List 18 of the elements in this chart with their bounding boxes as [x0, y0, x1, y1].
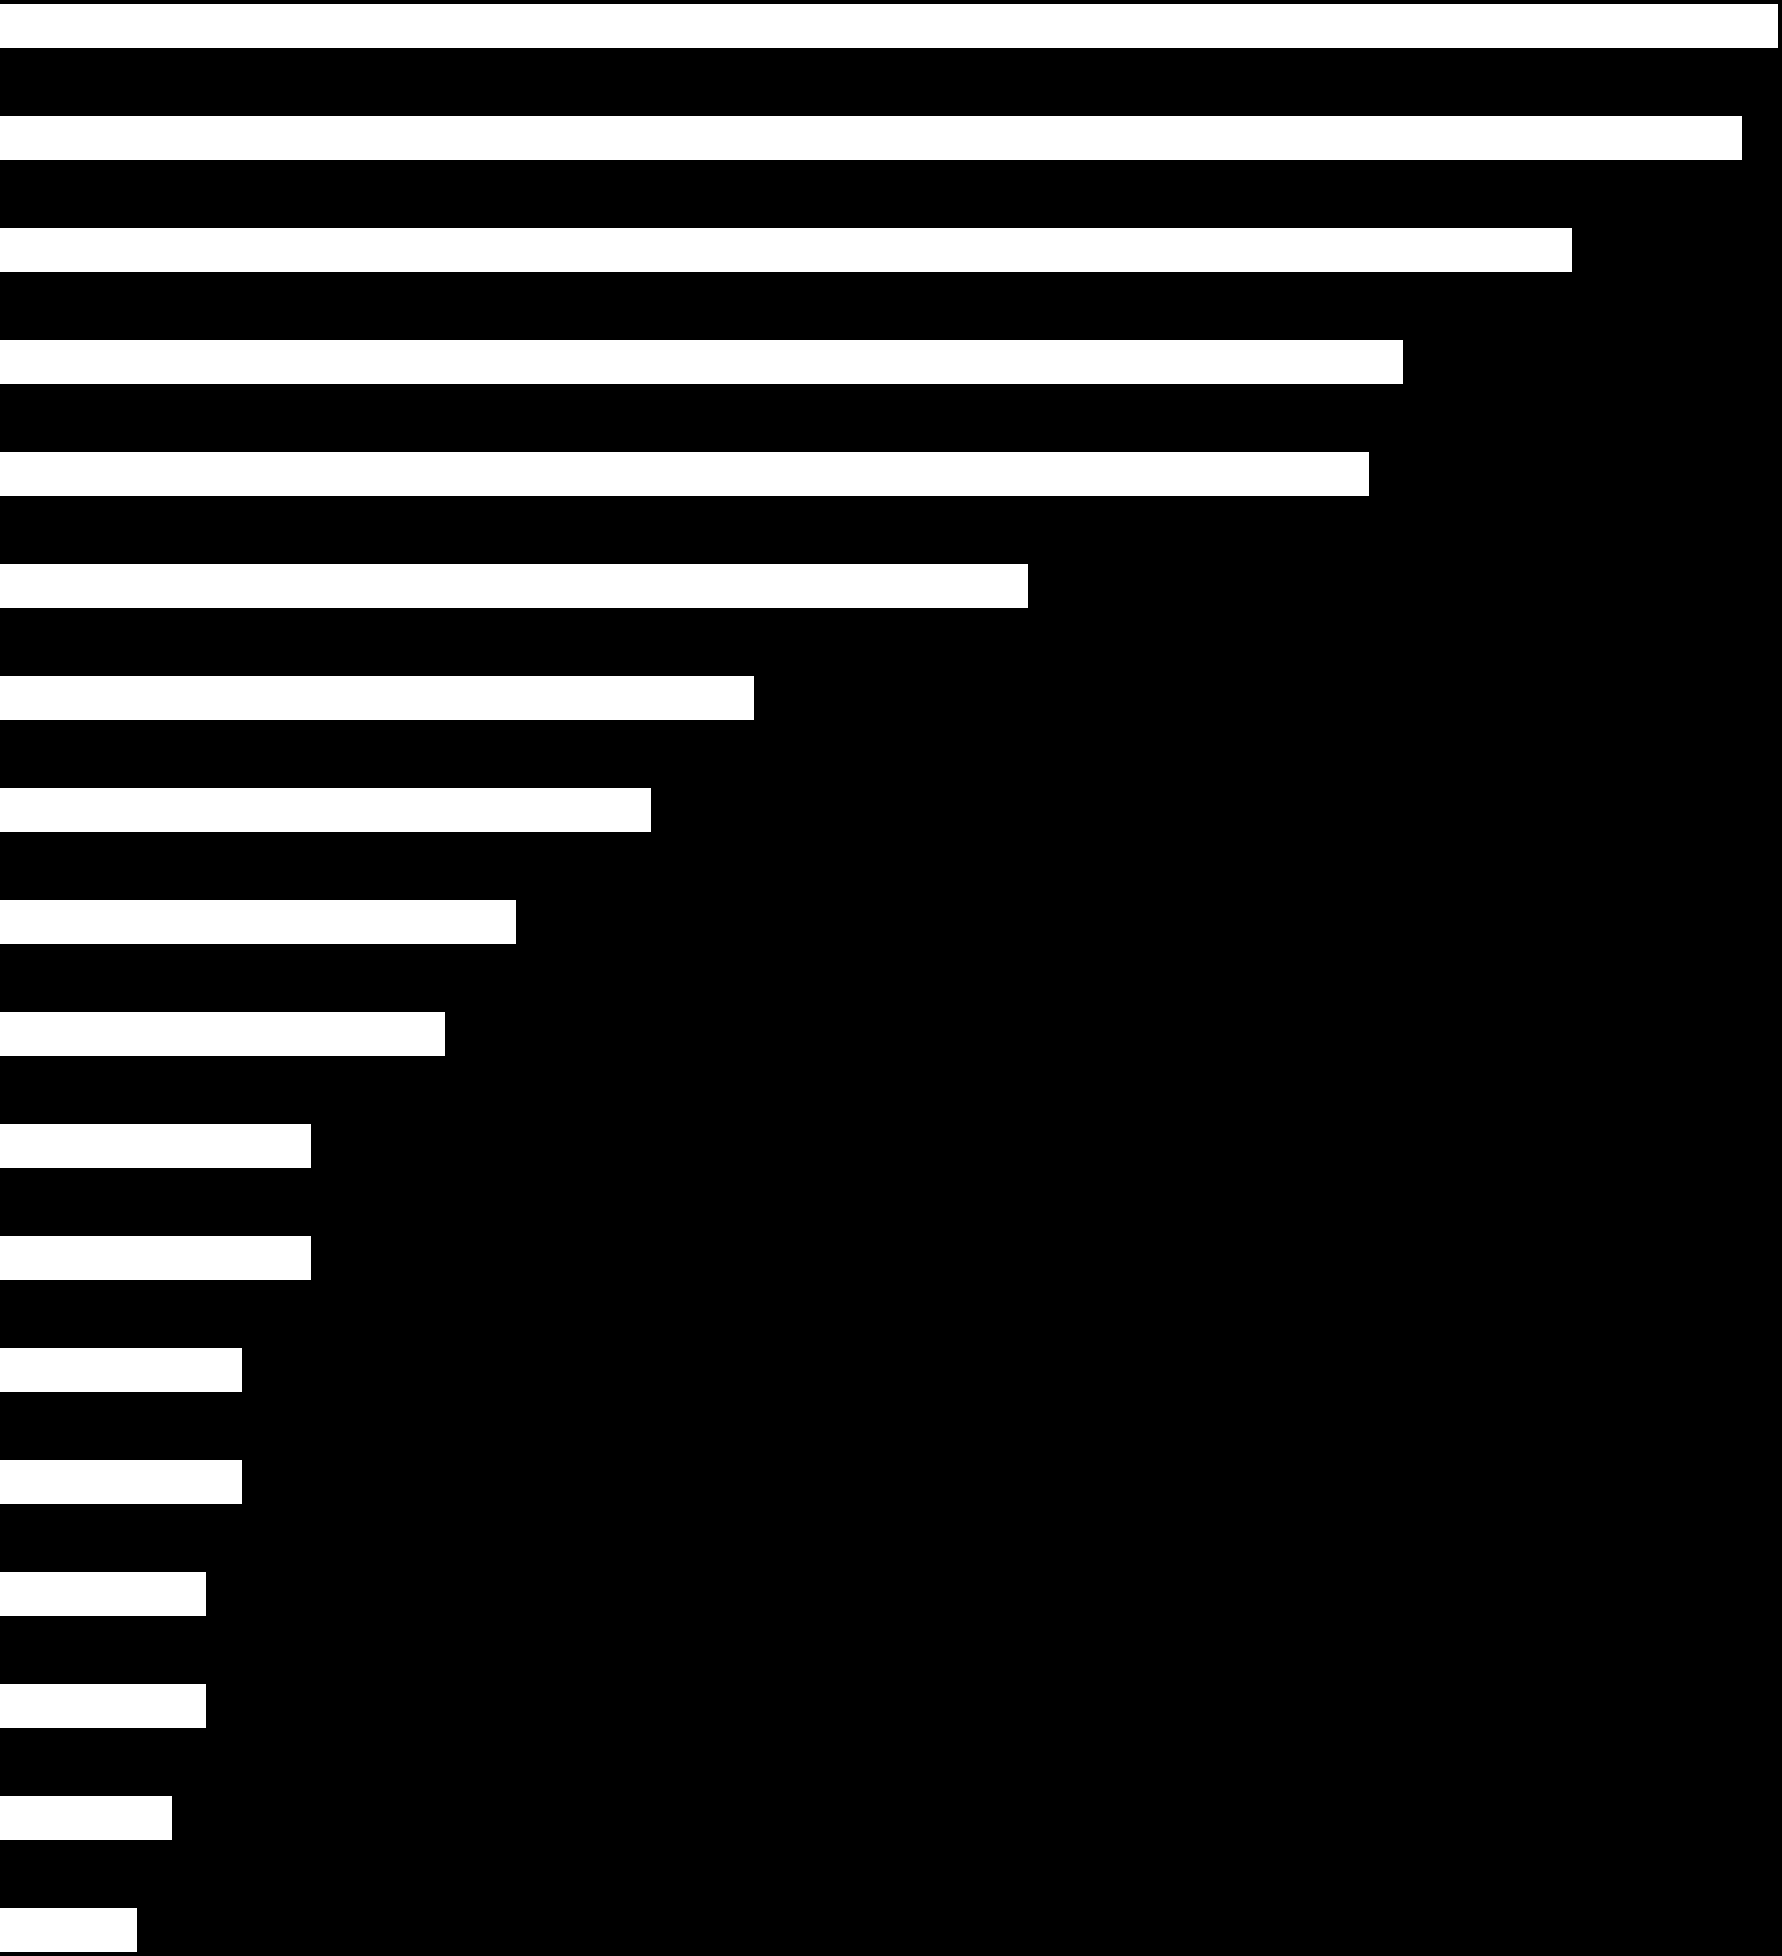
bar	[0, 564, 1028, 608]
bar	[0, 452, 1370, 496]
bar	[0, 4, 1778, 48]
bar	[0, 1236, 312, 1280]
bar	[0, 900, 516, 944]
bar	[0, 1012, 445, 1056]
bar	[0, 676, 754, 720]
bar	[0, 228, 1572, 272]
bar	[0, 1572, 207, 1616]
bar	[0, 1348, 242, 1392]
bar	[0, 1460, 242, 1504]
bar	[0, 788, 651, 832]
bar	[0, 1684, 207, 1728]
bar	[0, 1908, 137, 1952]
bar	[0, 1124, 312, 1168]
bar	[0, 340, 1403, 384]
bar	[0, 116, 1743, 160]
bar	[0, 1796, 173, 1840]
